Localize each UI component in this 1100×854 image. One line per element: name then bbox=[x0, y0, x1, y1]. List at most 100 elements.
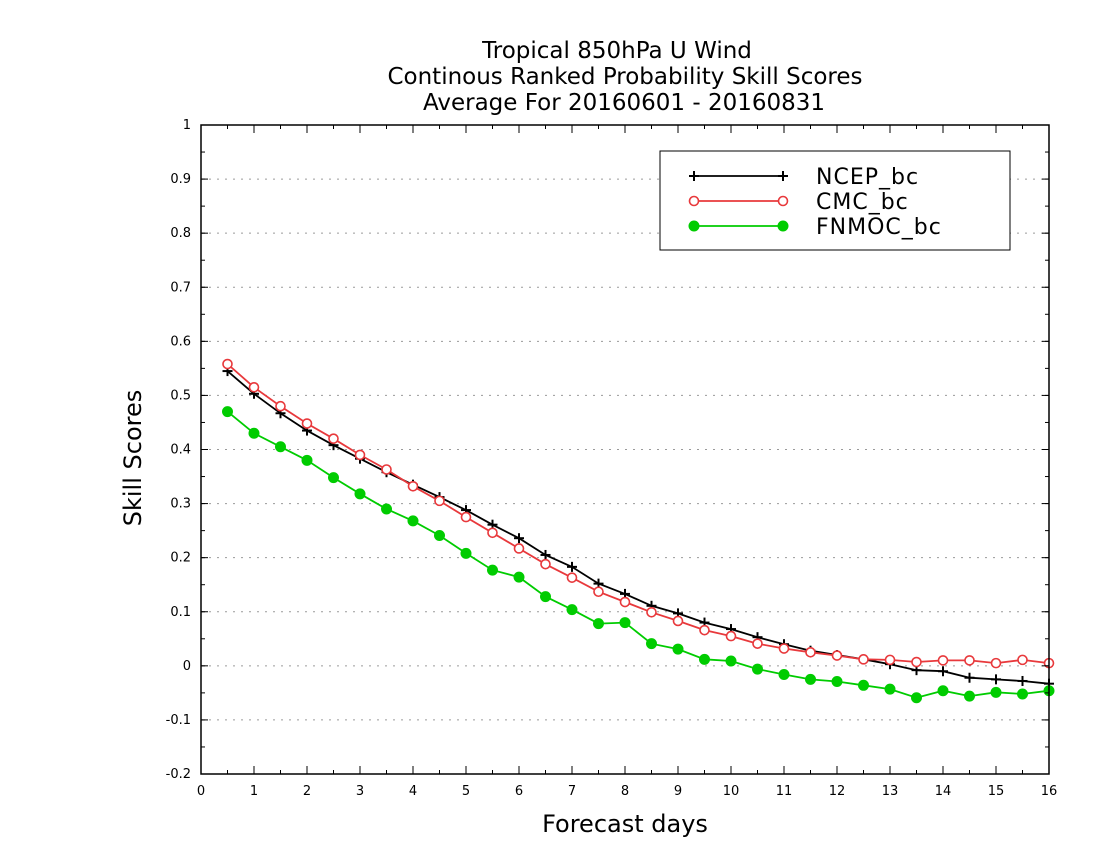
y-tick-label: 0.5 bbox=[170, 388, 191, 403]
data-point bbox=[275, 400, 286, 412]
series-line bbox=[226, 363, 1050, 665]
data-point bbox=[566, 604, 578, 616]
data-point bbox=[778, 643, 790, 654]
legend-label: NCEP_bc bbox=[816, 165, 919, 190]
data-point bbox=[540, 558, 551, 570]
data-point bbox=[487, 527, 498, 539]
data-point bbox=[567, 561, 577, 572]
x-tick-label: 11 bbox=[776, 784, 793, 799]
data-point bbox=[222, 406, 233, 418]
y-tick-label: 0.6 bbox=[170, 334, 191, 349]
title-line-3: Average For 20160601 - 20160831 bbox=[423, 90, 825, 116]
data-point bbox=[752, 638, 763, 649]
data-point bbox=[460, 547, 472, 559]
data-point bbox=[407, 480, 419, 492]
data-point bbox=[884, 683, 896, 695]
data-point bbox=[699, 624, 710, 636]
legend-item-NCEP_bc: NCEP_bc bbox=[689, 165, 919, 190]
data-point bbox=[964, 690, 975, 702]
x-tick-label: 0 bbox=[197, 784, 205, 799]
y-tick-label: 0.3 bbox=[170, 497, 191, 512]
y-tick-label: 0 bbox=[183, 659, 191, 674]
data-point bbox=[805, 647, 816, 658]
grid bbox=[201, 178, 1049, 721]
data-point bbox=[540, 591, 551, 603]
legend-marker-end bbox=[778, 171, 788, 181]
data-point bbox=[1017, 675, 1028, 686]
series-CMC_bc bbox=[222, 358, 1055, 669]
legend-item-FNMOC_bc: FNMOC_bc bbox=[688, 215, 942, 240]
data-point bbox=[540, 549, 551, 560]
legend-marker-end bbox=[777, 195, 789, 207]
data-point bbox=[593, 618, 604, 630]
data-point bbox=[248, 382, 260, 393]
x-tick-label: 15 bbox=[988, 784, 1005, 799]
legend-marker-start bbox=[688, 220, 700, 232]
data-point bbox=[991, 674, 1001, 685]
data-point bbox=[354, 449, 366, 461]
data-point bbox=[513, 543, 525, 554]
data-point bbox=[222, 358, 233, 370]
x-tick-label: 2 bbox=[303, 784, 311, 799]
data-point bbox=[672, 615, 684, 627]
data-point bbox=[248, 427, 260, 439]
data-point bbox=[328, 433, 339, 444]
data-point bbox=[381, 503, 392, 515]
data-point bbox=[593, 586, 604, 598]
data-point bbox=[778, 668, 790, 680]
y-tick-label: -0.1 bbox=[166, 713, 191, 728]
y-tick-label: 1 bbox=[183, 118, 191, 133]
data-point bbox=[381, 464, 392, 475]
x-tick-label: 7 bbox=[568, 784, 576, 799]
data-point bbox=[725, 655, 737, 667]
y-tick-label: 0.4 bbox=[170, 443, 191, 458]
data-point bbox=[301, 418, 313, 429]
data-point bbox=[805, 673, 816, 685]
data-point bbox=[646, 638, 657, 650]
x-tick-label: 16 bbox=[1041, 784, 1058, 799]
x-tick-label: 1 bbox=[250, 784, 258, 799]
data-point bbox=[938, 666, 948, 677]
x-tick-label: 8 bbox=[621, 784, 629, 799]
data-point bbox=[964, 655, 975, 666]
data-point bbox=[964, 672, 975, 683]
x-tick-label: 6 bbox=[515, 784, 523, 799]
data-point bbox=[990, 686, 1002, 698]
x-tick-label: 14 bbox=[935, 784, 952, 799]
data-point bbox=[407, 515, 419, 527]
data-point bbox=[1017, 688, 1028, 700]
data-point bbox=[990, 657, 1002, 669]
data-point bbox=[858, 679, 869, 691]
legend-item-CMC_bc: CMC_bc bbox=[688, 190, 908, 215]
data-point bbox=[911, 692, 922, 704]
data-point bbox=[937, 685, 949, 697]
data-point bbox=[699, 653, 710, 665]
y-tick-label: 0.9 bbox=[170, 172, 191, 187]
series-FNMOC_bc bbox=[222, 406, 1055, 704]
legend-label: FNMOC_bc bbox=[816, 215, 942, 240]
data-point bbox=[566, 572, 578, 583]
title-line-1: Tropical 850hPa U Wind bbox=[481, 38, 752, 64]
legend-marker-start bbox=[688, 195, 700, 207]
y-tick-label: 0.7 bbox=[170, 280, 191, 295]
data-point bbox=[858, 654, 869, 665]
legend-box bbox=[659, 150, 1011, 251]
data-point bbox=[937, 655, 949, 666]
x-tick-label: 4 bbox=[409, 784, 417, 799]
data-point bbox=[328, 472, 339, 484]
title-line-2: Continous Ranked Probability Skill Score… bbox=[387, 64, 862, 90]
series-layer bbox=[222, 358, 1055, 704]
axis-ticks: -0.2-0.100.10.20.30.40.50.60.70.80.910 1 2… bbox=[166, 118, 1058, 799]
data-point bbox=[911, 656, 922, 668]
data-point bbox=[487, 564, 498, 576]
data-point bbox=[301, 454, 313, 466]
data-point bbox=[434, 529, 445, 541]
chart-title: Tropical 850hPa U Wind Continous Ranked … bbox=[387, 38, 862, 116]
data-point bbox=[354, 488, 366, 500]
y-tick-label: 0.2 bbox=[170, 551, 191, 566]
data-point bbox=[831, 676, 843, 688]
data-point bbox=[514, 533, 524, 544]
data-point bbox=[672, 643, 684, 655]
y-tick-label: 0.8 bbox=[170, 226, 191, 241]
